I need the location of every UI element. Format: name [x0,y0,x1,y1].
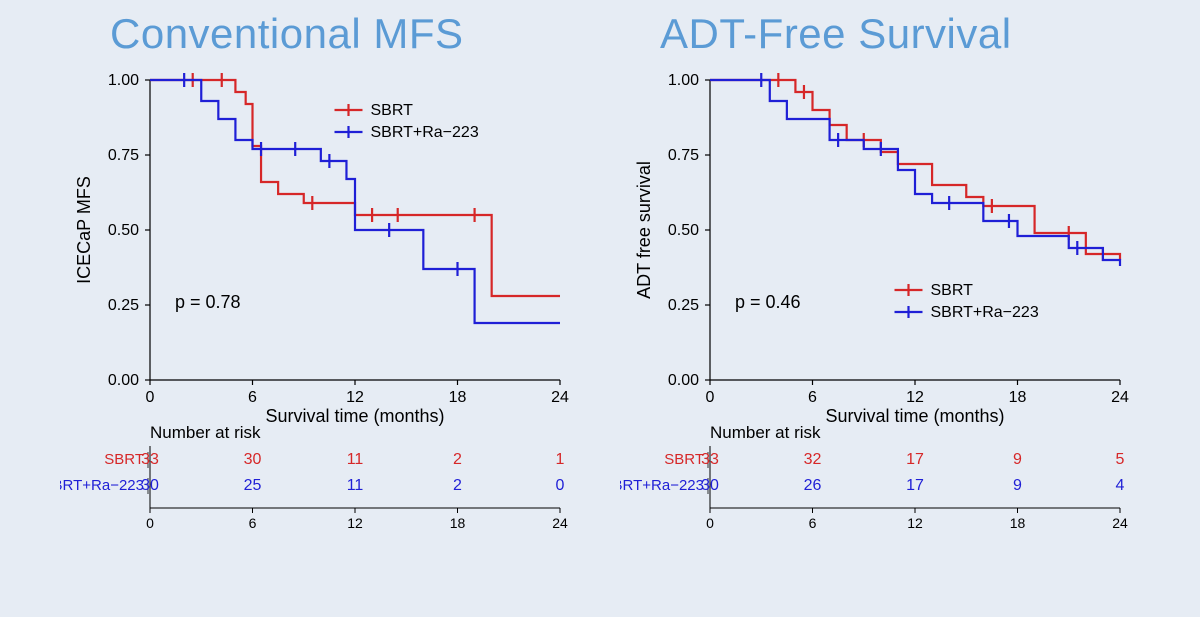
risk-value: 9 [1013,477,1022,494]
x-tick-label: 0 [706,389,715,406]
risk-value: 4 [1116,477,1125,494]
x-tick-label: 24 [551,389,569,406]
title-conventional-mfs: Conventional MFS [110,10,464,58]
legend-label: SBRT [371,102,414,119]
y-tick-label: 0.50 [668,222,699,239]
km-svg-right: 0.00 0.25 0.50 0.75 1.00 0 6 12 18 24 Survival tim… [620,70,1140,600]
risk-value: 11 [347,451,364,468]
risk-row-label: SBRT [104,451,144,468]
x-tick-label: 0 [146,389,155,406]
x-tick-label: 24 [1111,389,1129,406]
p-value-text: p = 0.46 [735,292,801,312]
legend-label: SBRT+Ra−223 [371,124,479,141]
y-tick-label: 0.75 [668,147,699,164]
y-tick-label: 0.00 [108,372,139,389]
x-tick-label: 6 [248,389,257,406]
y-tick-label: 1.00 [668,72,699,89]
legend-label: SBRT+Ra−223 [931,304,1039,321]
risk-table-title: Number at risk [150,423,261,442]
risk-value: 30 [244,451,262,468]
risk-axis-label: 24 [1112,515,1128,531]
risk-value: 17 [906,451,924,468]
y-tick-label: 0.00 [668,372,699,389]
risk-value: 2 [453,477,462,494]
risk-value: 11 [347,477,364,494]
risk-axis-label: 0 [706,515,714,531]
x-axis-label: Survival time (months) [825,406,1004,426]
risk-axis-label: 24 [552,515,568,531]
risk-axis-label: 12 [907,515,923,531]
x-tick-label: 12 [906,389,924,406]
risk-axis-label: 18 [450,515,466,531]
x-tick-label: 18 [449,389,467,406]
risk-value: 2 [453,451,462,468]
km-curve-sbrt-ra223 [150,80,560,323]
risk-axis-label: 0 [146,515,154,531]
risk-row-label: SBRT [664,451,704,468]
y-tick-label: 0.50 [108,222,139,239]
risk-value: 0 [556,477,565,494]
risk-value: 17 [906,477,924,494]
y-axis-label: ADT free survival [634,161,654,299]
risk-value: 32 [804,451,822,468]
risk-row-label: SBRT+Ra−223 [60,477,144,494]
risk-axis-label: 6 [809,515,817,531]
km-panel-left: 0.000.250.500.751.0006121824Survival tim… [60,70,580,600]
risk-value: 5 [1116,451,1125,468]
page: Conventional MFS ADT-Free Survival 0.000… [0,0,1200,617]
risk-value: 1 [556,451,565,468]
risk-value: 26 [804,477,822,494]
km-curve-sbrt-ra223 [710,80,1120,266]
p-value-text: p = 0.78 [175,292,241,312]
km-svg-left: 0.000.250.500.751.0006121824Survival tim… [60,70,580,600]
risk-row-label: SBRT+Ra−223 [620,477,704,494]
x-tick-label: 18 [1009,389,1027,406]
y-axis-label: ICECaP MFS [74,176,94,284]
title-adt-free-survival: ADT-Free Survival [660,10,1012,58]
x-axis-label: Survival time (months) [265,406,444,426]
risk-value: 9 [1013,451,1022,468]
y-tick-label: 0.75 [108,147,139,164]
risk-axis-label: 18 [1010,515,1026,531]
x-tick-label: 12 [346,389,364,406]
x-tick-label: 6 [808,389,817,406]
legend-label: SBRT [931,282,974,299]
risk-axis-label: 6 [249,515,257,531]
risk-value: 25 [244,477,262,494]
y-tick-label: 0.25 [668,297,699,314]
y-tick-label: 1.00 [108,72,139,89]
risk-axis-label: 12 [347,515,363,531]
risk-table-title: Number at risk [710,423,821,442]
km-panel-right: 0.00 0.25 0.50 0.75 1.00 0 6 12 18 24 Survival tim… [620,70,1140,600]
y-tick-label: 0.25 [108,297,139,314]
